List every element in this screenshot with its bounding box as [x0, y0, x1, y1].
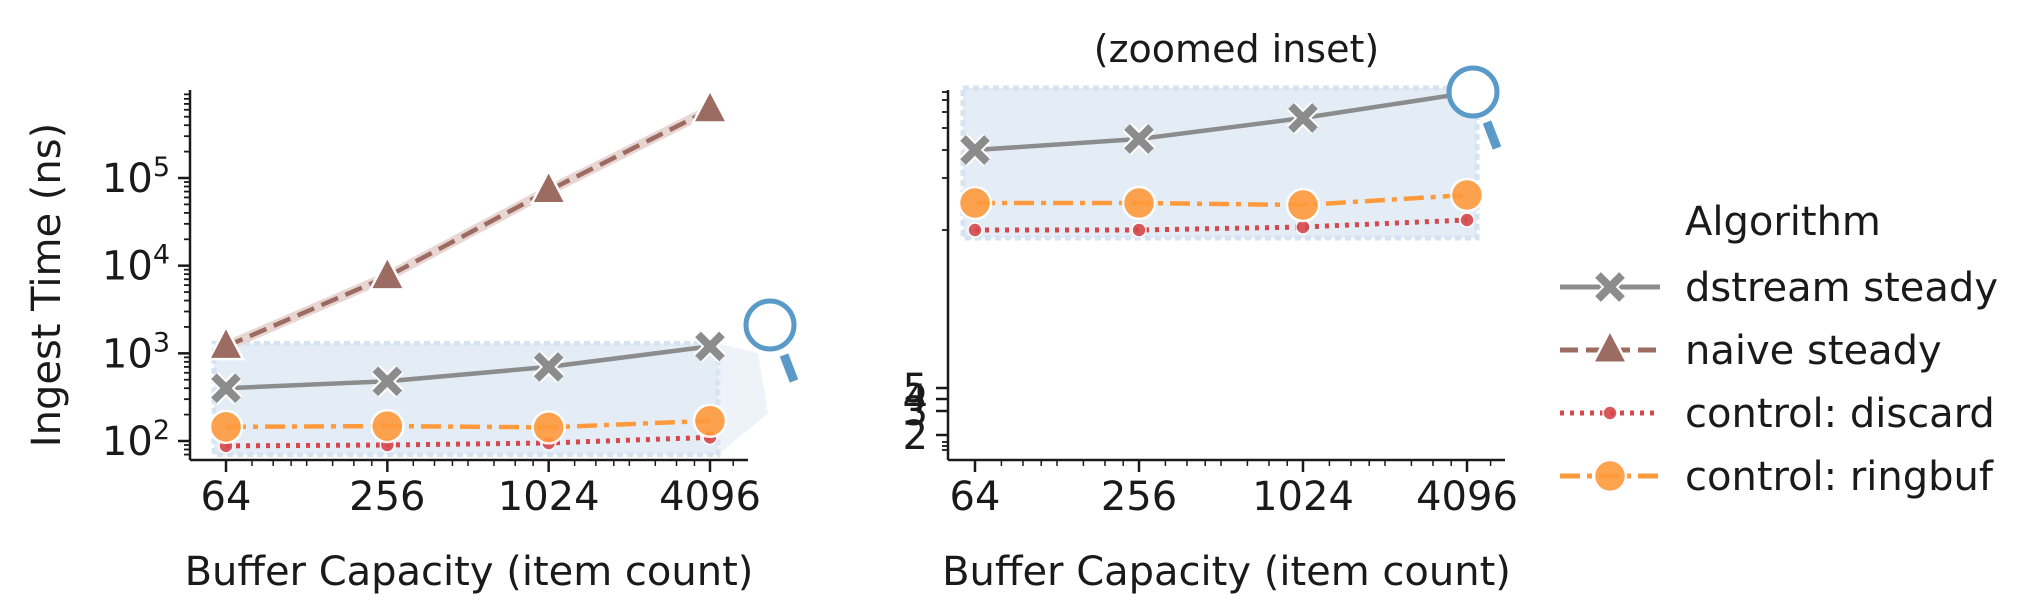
legend-marker-0: [1593, 270, 1627, 304]
y-tick-label: 2: [903, 413, 928, 459]
series-3-point-3: [692, 403, 728, 439]
y-tick-base: 10: [102, 331, 153, 377]
series-1-point-3: [690, 87, 730, 124]
series-line-1: [225, 107, 712, 349]
legend: Algorithm dstream steady naive steady contr…: [1560, 199, 1998, 500]
inset-series-line-0: [974, 90, 1468, 153]
x-tick-label: 1024: [498, 474, 600, 520]
x-tick-label: 4096: [1416, 474, 1518, 520]
x-tick-label: 256: [1101, 474, 1177, 520]
inset-series-line-1: [975, 217, 1468, 233]
series-0-point-3: [693, 330, 727, 363]
series-1-point-2: [529, 168, 568, 205]
inset-series-2-point-3: [1449, 177, 1485, 213]
inset-series-2-point-2: [1285, 187, 1321, 223]
inset-series-line-2: [975, 192, 1468, 208]
y-tick-label: 104: [102, 240, 170, 290]
y-tick-base: 10: [102, 419, 153, 465]
legend-marker-1: [1590, 327, 1630, 364]
inset-title: (zoomed inset): [1094, 27, 1379, 71]
x-tick-label: 64: [201, 474, 252, 520]
y-tick-exponent: 5: [153, 152, 170, 183]
inset-series-0-point-2: [1286, 101, 1320, 135]
legend-marker-2: [1602, 405, 1618, 421]
inset-series-1-point-1: [1131, 222, 1147, 238]
x-tick-label: 256: [349, 474, 425, 520]
x-tick-label: 4096: [659, 474, 761, 520]
series-3-point-0: [208, 409, 244, 445]
inset-series-2-point-0: [957, 185, 993, 221]
series-3-point-1: [370, 408, 405, 444]
inset-series-1-point-3: [1459, 212, 1475, 228]
y-tick-base: 10: [102, 156, 153, 202]
inset-series-0-point-0: [958, 133, 992, 167]
y-axis-label: Ingest Time (ns): [24, 123, 70, 447]
x-tick-label: 64: [950, 474, 1001, 520]
legend-label-2: control: discard: [1685, 391, 1995, 437]
series-3-point-2: [531, 410, 566, 445]
series-0-point-0: [209, 371, 243, 405]
inset-series-0-point-1: [1122, 122, 1156, 156]
series-1-point-1: [368, 254, 407, 291]
series-1-point-0: [206, 324, 246, 361]
y-tick-label: 102: [102, 415, 170, 465]
series-line-2: [225, 434, 711, 449]
series-0-point-2: [532, 350, 565, 384]
inset-series-1-point-0: [967, 222, 983, 238]
x-tick-label: 1024: [1252, 474, 1354, 520]
x-axis-label: Buffer Capacity (item count): [942, 549, 1511, 595]
legend-title: Algorithm: [1685, 199, 1881, 245]
legend-marker-3: [1592, 458, 1628, 494]
y-tick-label: 3: [903, 389, 928, 435]
magnifier-icon: [743, 298, 799, 383]
x-axis-label: Buffer Capacity (item count): [185, 549, 754, 595]
inset-series-2-point-1: [1121, 185, 1157, 221]
y-tick-label: 4: [903, 377, 928, 423]
zoom-region: [211, 340, 721, 458]
zoom-connector: [718, 343, 768, 455]
y-tick-exponent: 4: [153, 240, 170, 271]
legend-label-3: control: ringbuf: [1685, 454, 1994, 500]
magnifier-icon: [1446, 65, 1502, 150]
series-line-3: [225, 418, 711, 430]
y-tick-label: 5: [903, 366, 928, 412]
y-tick-exponent: 2: [153, 415, 170, 446]
y-tick-label: 103: [102, 327, 170, 377]
series-line-0: [225, 344, 711, 391]
zoom-region: [960, 85, 1480, 241]
legend-label-1: naive steady: [1685, 328, 1942, 374]
series-0-point-1: [371, 365, 404, 398]
y-tick-exponent: 3: [153, 327, 170, 358]
y-tick-base: 10: [102, 244, 153, 290]
y-tick-label: 105: [102, 152, 170, 202]
legend-label-0: dstream steady: [1685, 265, 1998, 311]
